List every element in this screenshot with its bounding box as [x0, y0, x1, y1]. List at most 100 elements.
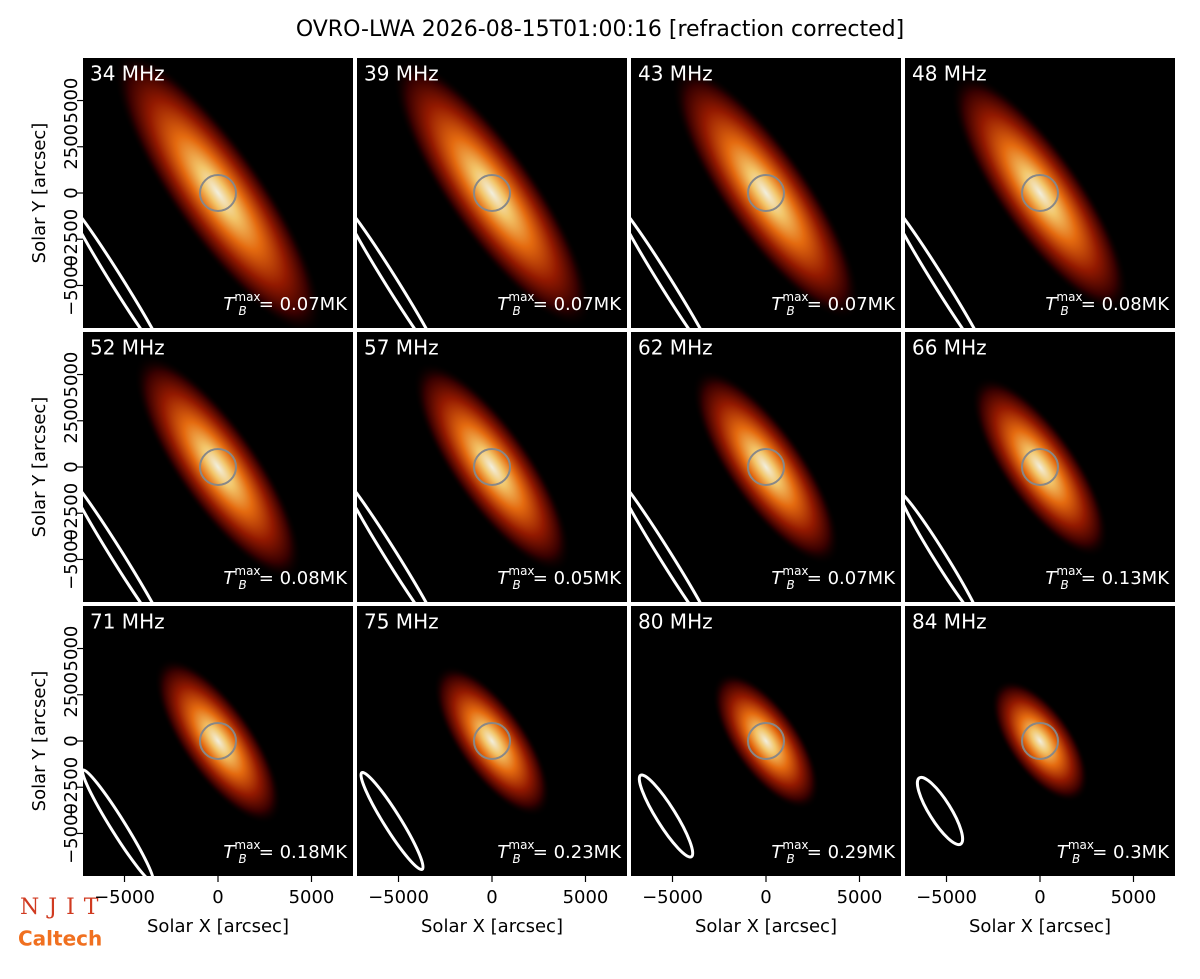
solar-disk: [473, 722, 511, 760]
tb-part: max: [508, 564, 534, 578]
frequency-label: 62 MHz: [638, 336, 713, 360]
frequency-label: 34 MHz: [90, 62, 165, 86]
frequency-label: 48 MHz: [912, 62, 987, 86]
x-axis-label: Solar X [arcsec]: [695, 916, 837, 937]
tb-max-label: Tmax B = 0.18MK: [223, 838, 348, 866]
y-tick-label: 5000: [61, 352, 82, 398]
tb-part: B: [1072, 852, 1080, 866]
panel: [357, 332, 627, 602]
tb-part: B: [239, 578, 247, 592]
tb-part: T: [223, 842, 236, 863]
tb-part: max: [234, 564, 260, 578]
x-tick-label: 5000: [1111, 887, 1157, 908]
beam: [83, 200, 171, 328]
frequency-label: 71 MHz: [90, 610, 165, 634]
tb-part: max: [1068, 838, 1094, 852]
y-tick-label: 5000: [61, 78, 82, 124]
emission: [433, 665, 551, 817]
tb-part: T: [1057, 842, 1070, 863]
frequency-label: 75 MHz: [364, 610, 439, 634]
tb-part: T: [497, 842, 510, 863]
solar-disk: [1021, 174, 1059, 212]
tb-max-label: Tmax B = 0.07MK: [771, 290, 896, 318]
y-tick-label: −5000: [61, 529, 82, 590]
frequency-label: 57 MHz: [364, 336, 439, 360]
logo: Caltech: [18, 927, 102, 951]
tb-part: = 0.05MK: [533, 568, 622, 589]
tb-part: B: [787, 852, 795, 866]
y-tick-label: 0: [61, 735, 82, 746]
tb-max-label: Tmax B = 0.07MK: [497, 290, 622, 318]
tb-part: T: [497, 294, 510, 315]
beam: [359, 770, 425, 872]
solar-disk: [747, 448, 785, 486]
y-tick-label: 2500: [61, 398, 82, 444]
solar-disk: [199, 448, 237, 486]
tb-part: max: [1056, 290, 1082, 304]
beam: [905, 200, 993, 328]
frequency-label: 43 MHz: [638, 62, 713, 86]
tb-part: B: [239, 304, 247, 318]
x-tick-label: 0: [212, 887, 223, 908]
tb-part: B: [513, 304, 521, 318]
y-axis-label: Solar Y [arcsec]: [29, 397, 50, 538]
tb-part: = 0.23MK: [533, 842, 622, 863]
panel: [631, 332, 901, 602]
solar-disk: [1021, 448, 1059, 486]
emission: [134, 354, 302, 580]
panel: [83, 58, 353, 328]
tb-part: max: [508, 838, 534, 852]
panel: [83, 332, 353, 602]
solar-disk: [1021, 722, 1059, 760]
panel: [631, 606, 901, 876]
tb-part: max: [508, 290, 534, 304]
solar-disk: [473, 174, 511, 212]
tb-part: = 0.08MK: [1081, 294, 1170, 315]
frequency-label: 80 MHz: [638, 610, 713, 634]
x-tick-label: 5000: [837, 887, 883, 908]
tb-part: max: [782, 838, 808, 852]
y-tick-label: 2500: [61, 672, 82, 718]
tb-part: max: [234, 838, 260, 852]
x-axis-label: Solar X [arcsec]: [421, 916, 563, 937]
tb-part: B: [787, 578, 795, 592]
panel: [905, 58, 1175, 328]
emission: [692, 369, 840, 565]
tb-part: = 0.07MK: [259, 294, 348, 315]
x-axis-label: Solar X [arcsec]: [147, 916, 289, 937]
frequency-label: 39 MHz: [364, 62, 439, 86]
tb-part: = 0.13MK: [1081, 568, 1170, 589]
x-tick-label: 0: [760, 887, 771, 908]
tb-part: T: [771, 294, 784, 315]
frequency-label: 84 MHz: [912, 610, 987, 634]
panel: [905, 332, 1175, 602]
x-tick-label: 5000: [289, 887, 335, 908]
tb-part: B: [513, 852, 521, 866]
x-tick-label: −5000: [368, 887, 429, 908]
tb-part: T: [497, 568, 510, 589]
tb-part: T: [223, 294, 236, 315]
emission: [712, 672, 820, 810]
solar-disk: [199, 174, 237, 212]
tb-part: T: [771, 842, 784, 863]
beam: [631, 474, 719, 602]
tb-part: B: [1061, 578, 1069, 592]
tb-part: max: [234, 290, 260, 304]
emission: [671, 66, 861, 320]
x-tick-label: 0: [486, 887, 497, 908]
x-tick-label: 0: [1034, 887, 1045, 908]
tb-max-label: Tmax B = 0.07MK: [223, 290, 348, 318]
x-tick-label: −5000: [916, 887, 977, 908]
frequency-label: 52 MHz: [90, 336, 165, 360]
y-tick-label: 0: [61, 187, 82, 198]
tb-part: B: [239, 852, 247, 866]
x-tick-label: 5000: [563, 887, 609, 908]
tb-max-label: Tmax B = 0.08MK: [223, 564, 348, 592]
solar-disk: [199, 722, 237, 760]
tb-max-label: Tmax B = 0.3MK: [1057, 838, 1170, 866]
beam: [637, 773, 695, 859]
y-tick-label: 0: [61, 461, 82, 472]
y-tick-label: 5000: [61, 626, 82, 672]
beam: [357, 474, 445, 602]
title: OVRO-LWA 2026-08-15T01:00:16 [refraction…: [296, 17, 904, 42]
